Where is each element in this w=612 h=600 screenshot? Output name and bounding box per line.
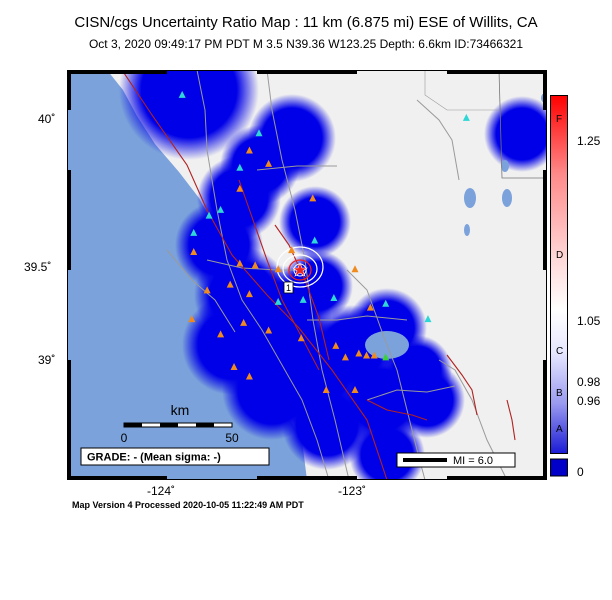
svg-text:0: 0 [121,431,128,445]
station-orange-triangle [265,159,273,167]
station-orange-triangle [240,318,248,326]
colorbar-grade-letter: D [556,250,564,261]
grade-box [80,447,270,466]
map-subtitle: Oct 3, 2020 09:49:17 PM PDT M 3.5 N39.36… [88,37,524,51]
station-cyan-triangle [178,90,186,98]
station-orange-triangle [245,290,253,298]
uncertainty-blob [484,96,547,172]
station-orange-triangle [203,286,211,294]
station-orange-triangle [188,315,196,323]
station-cyan-triangle [217,205,225,213]
station-cyan-triangle [382,299,390,307]
station-cyan-triangle [255,129,263,137]
lake [464,224,470,236]
state-border [498,70,547,179]
lon-tick-label: -124˚ [147,484,176,498]
lake [464,188,476,208]
uncertainty-layer [119,70,547,480]
station-cyan-triangle [330,293,338,301]
station-orange-triangle [366,303,374,311]
map-title: CISN/cgs Uncertainty Ratio Map : 11 km (… [74,14,538,31]
lake [501,160,509,172]
mi-legend-text: MI = 6.0 [453,455,493,467]
station-orange-triangle [370,351,378,359]
colorbar-value: 0.96 [577,394,601,408]
colorbar-value: 0 [577,465,584,479]
colorbar-grade-letter: C [556,346,564,357]
svg-text:50: 50 [225,431,239,445]
station-orange-triangle [288,246,296,254]
colorbar-value: 1.05 [577,314,601,328]
station-orange-triangle [245,372,253,380]
uncertainty-blob [282,380,372,470]
station-cyan-triangle [299,295,307,303]
uncertainty-map: 1 km 0 50 GRADE: - (Mean sigma: -) MI = … [67,70,547,480]
mi-legend-box [396,452,516,468]
station-orange-triangle [309,194,317,202]
station-orange-triangle [322,385,330,393]
road-network [166,70,508,480]
grade-text: GRADE: - (Mean sigma: -) [87,452,221,464]
colorbar-zero-swatch [550,458,568,477]
station-cyan-triangle [236,163,244,171]
station-orange-triangle [351,265,359,273]
lat-tick-label: 39.5˚ [24,260,52,274]
uncertainty-blob [119,70,259,160]
station-orange-triangle [245,146,253,154]
colorbar-value: 1.25 [577,134,601,148]
map-version-footer: Map Version 4 Processed 2020-10-05 11:22… [72,500,304,510]
station-orange-triangle [265,326,273,334]
station-orange-triangle [230,362,238,370]
station-cyan-triangle [462,113,470,121]
colorbar-grade-letter: A [556,424,563,435]
colorbar-grade-letter: F [556,114,563,125]
uncertainty-blob [279,186,351,258]
lon-tick-label: -123˚ [338,484,367,498]
station-orange-triangle [236,259,244,267]
station-orange-triangle [351,385,359,393]
station-cyan-triangle [190,228,198,236]
station-green-triangle [382,353,390,361]
station-orange-triangle [226,280,234,288]
svg-text:km: km [171,402,190,418]
station-orange-triangle [363,351,371,359]
station-cyan-triangle [274,297,282,305]
colorbar-value: 0.98 [577,375,601,389]
state-border [424,70,499,111]
lat-tick-label: 40˚ [38,112,56,126]
station-orange-triangle [297,334,305,342]
station-label-box [283,281,294,294]
station-layer [178,90,470,393]
station-cyan-triangle [205,211,213,219]
uncertainty-blob [389,362,465,438]
epicenter-star [292,262,308,277]
station-orange-triangle [190,248,198,256]
station-orange-triangle [217,330,225,338]
colorbar-grade-letter: B [556,388,563,399]
station-orange-triangle [251,261,259,269]
station-orange-triangle [274,265,282,273]
lat-tick-label: 39˚ [38,353,56,367]
scale-bar: km 0 50 [121,402,239,445]
station-cyan-triangle [424,315,432,323]
map-frame-ticks [67,70,547,480]
lake [502,189,512,207]
colorbar [550,95,568,477]
station-cyan-triangle [311,236,319,244]
station-orange-triangle [355,349,363,357]
station-orange-triangle [332,341,340,349]
intensity-contours [276,246,324,288]
station-orange-triangle [341,353,349,361]
station-orange-triangle [236,184,244,192]
station-label: 1 [286,283,291,293]
